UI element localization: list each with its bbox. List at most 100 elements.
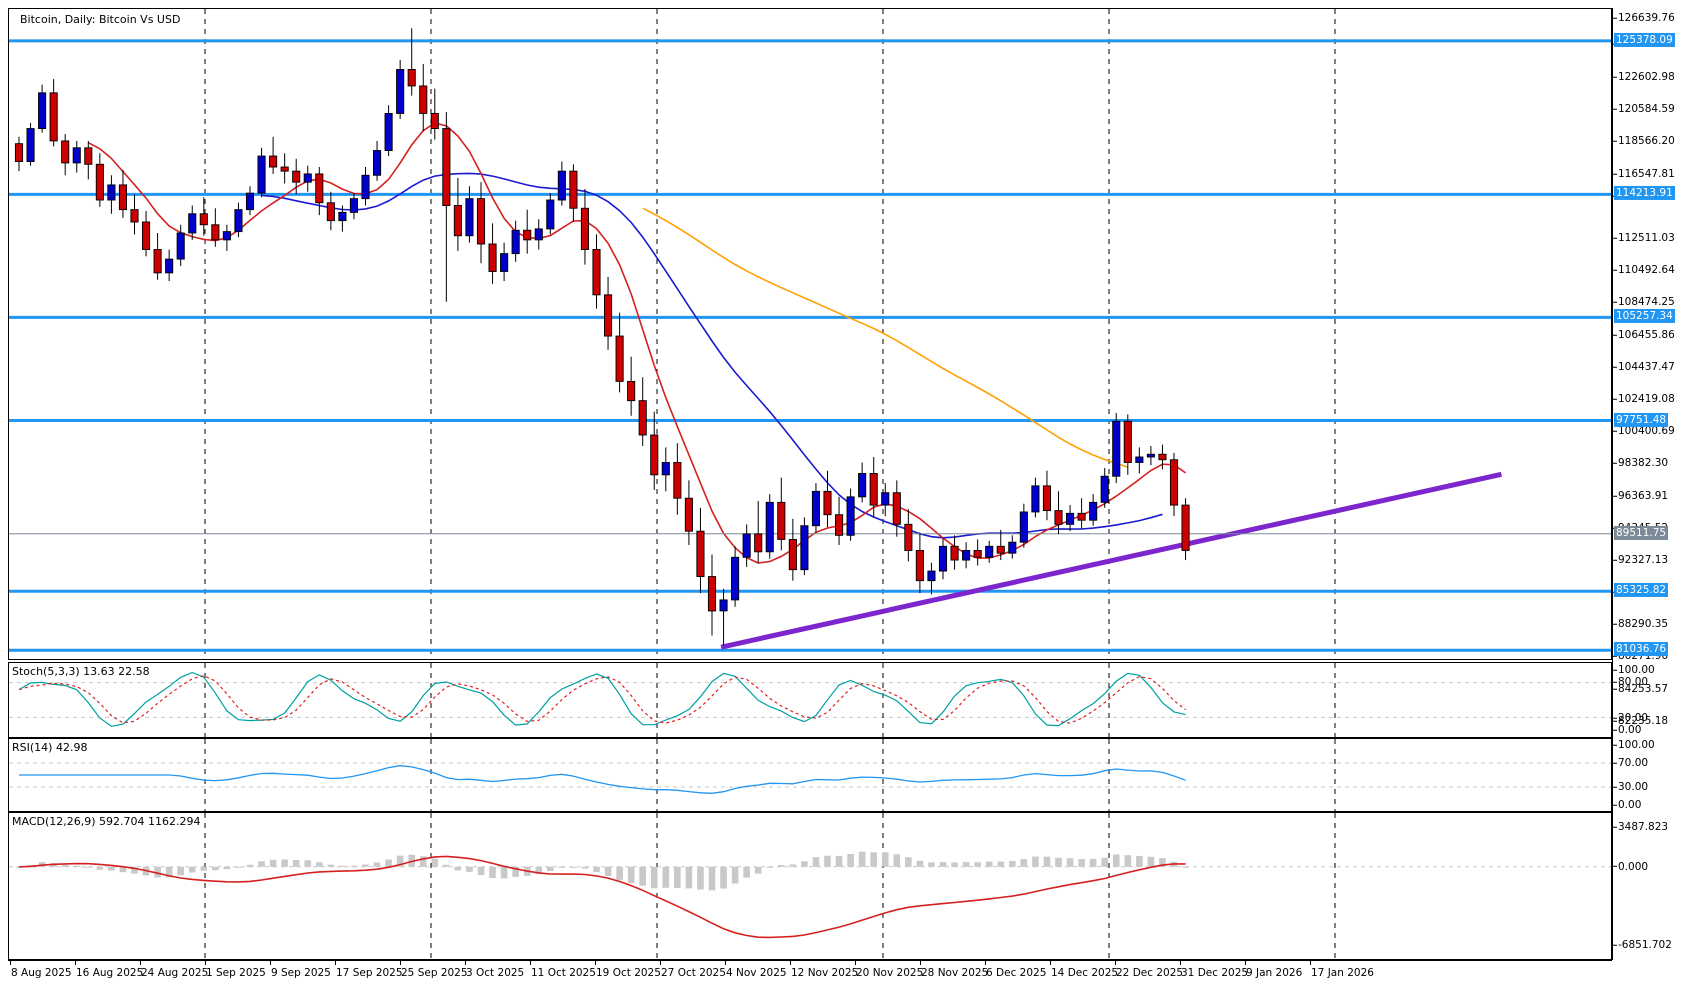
macd-histogram-bar — [165, 866, 173, 878]
price-axis-tick: 108474.25 — [1612, 297, 1675, 308]
macd-histogram-bar — [951, 862, 958, 867]
macd-histogram-bar — [1055, 857, 1062, 867]
price-axis-tick: 118566.20 — [1612, 136, 1675, 147]
date-axis-label: 16 Aug 2025 — [76, 967, 144, 979]
price-level-badge[interactable]: 125378.09 — [1614, 32, 1675, 47]
price-axis-tick: 98382.30 — [1612, 458, 1668, 469]
candle-body — [650, 434, 659, 476]
price-axis[interactable]: 126639.76124621.37122602.98120584.591185… — [1612, 0, 1692, 960]
date-axis-label: 28 Nov 2025 — [921, 967, 989, 979]
macd-histogram-bar — [697, 866, 704, 890]
rsi-plot-area[interactable] — [9, 739, 1611, 811]
macd-histogram-bar — [131, 866, 138, 874]
tick-dash — [1612, 17, 1617, 19]
tick-dash — [1612, 366, 1617, 368]
price-level-badge[interactable]: 105257.34 — [1614, 309, 1675, 324]
date-axis-label: 11 Oct 2025 — [531, 967, 596, 979]
candle-body — [523, 229, 532, 241]
macd-histogram-bar — [743, 866, 750, 878]
candle-body — [49, 92, 58, 142]
macd-histogram-bar — [570, 866, 577, 868]
price-plot-area[interactable] — [9, 9, 1611, 659]
price-level-badge[interactable]: 85325.82 — [1614, 583, 1669, 598]
macd-histogram-bar — [316, 862, 323, 867]
macd-histogram-bar — [1078, 859, 1085, 867]
candle-body — [627, 380, 636, 402]
tick-label: 106455.86 — [1618, 328, 1675, 341]
tick-label: 98382.30 — [1618, 456, 1669, 469]
date-axis-label: 8 Aug 2025 — [11, 967, 72, 979]
candle-body — [280, 166, 289, 172]
rsi-label: RSI(14) 42.98 — [12, 741, 88, 754]
date-axis: 8 Aug 2025 16 Aug 2025 24 Aug 2025 1 Sep 20… — [8, 960, 1612, 986]
candle-body — [731, 556, 740, 601]
tick-label: 116547.81 — [1618, 167, 1675, 180]
stochastic-panel[interactable]: Stoch(5,3,3) 13.63 22.58 — [8, 662, 1612, 738]
candle-body — [326, 202, 335, 222]
date-axis-label: 3 Oct 2025 — [466, 967, 525, 979]
macd-histogram-bar — [778, 865, 785, 867]
date-axis-label: 22 Dec 2025 — [1116, 967, 1184, 979]
candle-body — [61, 140, 70, 164]
macd-histogram-bar — [1124, 855, 1132, 867]
macd-histogram-bar — [281, 859, 288, 867]
macd-histogram-bar — [881, 852, 889, 867]
candle-body — [811, 490, 820, 527]
date-axis-tick — [270, 960, 271, 965]
date-axis-label: 9 Jan 2026 — [1246, 967, 1303, 979]
date-axis-label: 4 Nov 2025 — [726, 967, 787, 979]
date-axis-tick — [75, 960, 76, 965]
tick-label: 104437.47 — [1618, 360, 1675, 373]
macd-histogram-bar — [119, 866, 127, 873]
candle-body — [361, 174, 370, 200]
candle-body — [14, 143, 24, 162]
candle-body — [1008, 541, 1017, 554]
candle-body — [407, 69, 416, 87]
macd-signal-line — [18, 855, 1186, 939]
tick-label: 108474.25 — [1618, 295, 1675, 308]
macd-histogram-bar — [154, 866, 161, 878]
rsi-panel[interactable]: RSI(14) 42.98 — [8, 738, 1612, 812]
price-axis-tick: 122602.98 — [1612, 72, 1675, 83]
date-axis-tick — [595, 960, 596, 965]
rsi-axis-tick: 70.00 — [1612, 758, 1648, 769]
macd-histogram-bar — [835, 855, 843, 867]
macd-histogram-bar — [962, 862, 970, 867]
price-level-badge[interactable]: 81036.76 — [1614, 642, 1669, 657]
macd-histogram-bar — [639, 866, 646, 886]
macd-panel[interactable]: MACD(12,26,9) 592.704 1162.294 — [8, 812, 1612, 960]
candle-body — [95, 163, 104, 201]
price-chart-panel[interactable]: Bitcoin, Daily: Bitcoin Vs USD — [8, 8, 1612, 660]
date-axis-label: 24 Aug 2025 — [141, 967, 209, 979]
macd-plot-area[interactable] — [9, 813, 1611, 959]
candle-body — [1135, 456, 1144, 463]
macd-histogram-bar — [581, 866, 589, 869]
stochastic-plot-area[interactable] — [9, 663, 1611, 737]
tick-dash — [1612, 681, 1617, 683]
tick-label: 0.00 — [1618, 723, 1642, 736]
candle-body — [765, 501, 774, 553]
candle-body — [419, 85, 428, 114]
price-axis-tick: 106455.86 — [1612, 330, 1675, 341]
candle-body — [488, 243, 497, 272]
macd-label: MACD(12,26,9) 592.704 1162.294 — [12, 815, 201, 828]
candle-body — [1054, 510, 1063, 525]
price-axis-tick: 88290.35 — [1612, 619, 1668, 630]
candle-body — [165, 258, 174, 274]
candle-body — [696, 530, 705, 577]
macd-histogram-bar — [73, 865, 81, 867]
candle-body — [615, 335, 624, 382]
macd-histogram-bar — [766, 866, 774, 868]
candle-body — [858, 473, 867, 498]
price-level-badge[interactable]: 114213.91 — [1614, 186, 1675, 201]
macd-histogram-bar — [1066, 858, 1074, 867]
price-level-badge[interactable]: 97751.48 — [1614, 412, 1669, 427]
current-price-badge[interactable]: 89511.75 — [1614, 525, 1669, 540]
macd-histogram-bar — [235, 866, 242, 868]
candle-body — [788, 538, 797, 571]
candle-body — [257, 155, 266, 194]
candle-body — [72, 147, 81, 164]
candle-body — [638, 400, 647, 436]
candle-body — [823, 490, 832, 516]
date-axis-label: 6 Dec 2025 — [986, 967, 1047, 979]
